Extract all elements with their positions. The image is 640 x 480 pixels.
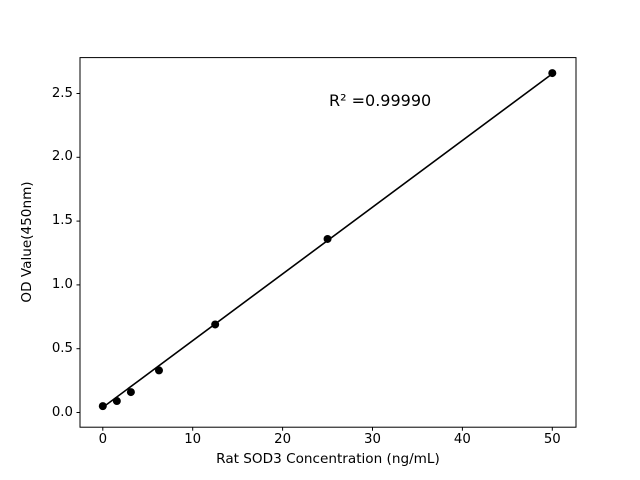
y-tick-label: 2.0 [51,149,73,165]
data-point [126,388,135,397]
y-tick-label: 0.5 [51,340,73,356]
x-tick-label: 30 [364,431,381,447]
data-point [323,234,332,243]
y-tick-label: 2.5 [51,85,73,101]
x-tick-label: 0 [98,431,108,447]
x-tick-label: 10 [184,431,202,447]
x-tick-label: 50 [543,431,561,447]
data-point [98,402,107,411]
x-axis-label: Rat SOD3 Concentration (ng/mL) [216,451,440,467]
y-tick-label: 1.0 [51,276,73,292]
x-tick-label: 20 [274,431,292,447]
data-point [112,397,121,406]
axes-spines [79,57,577,428]
data-point [211,320,220,329]
data-point [548,69,557,78]
y-axis-label: OD Value(450nm) [19,181,35,303]
data-point [154,366,163,375]
x-tick-label: 40 [453,431,471,447]
r-squared-annotation: R² =0.99990 [329,91,432,110]
y-tick-label: 1.5 [51,213,73,229]
y-tick-label: 0.0 [51,404,73,420]
